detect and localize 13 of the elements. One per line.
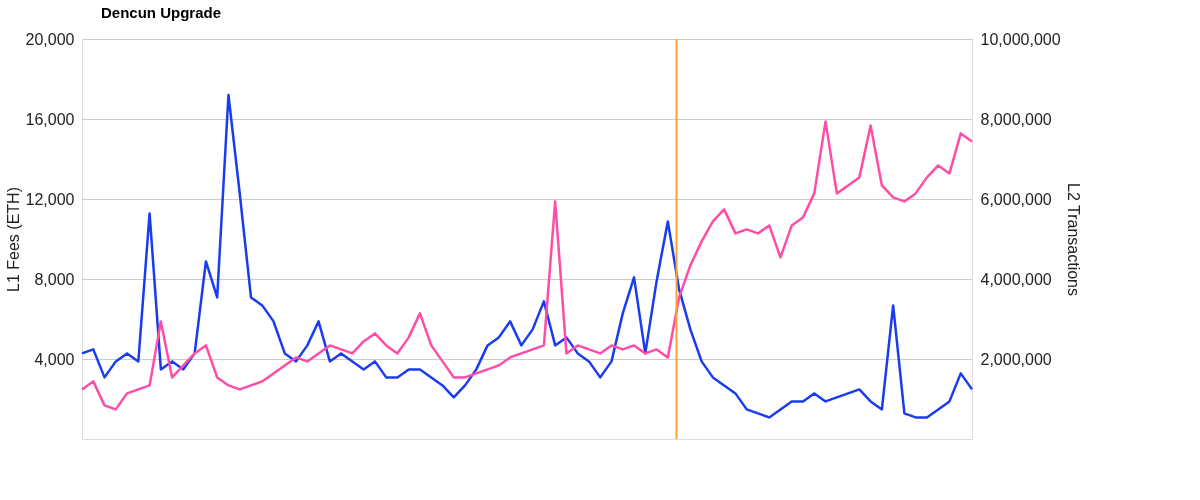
y2-tick-label: 10,000,000: [980, 30, 1061, 48]
y2-tick-label: 8,000,000: [980, 110, 1052, 128]
y-tick-label: 16,000: [25, 110, 75, 128]
y2-tick-label: 2,000,000: [980, 350, 1052, 368]
text: Dencun Upgrade: [101, 3, 222, 21]
y2-tick-label: 6,000,000: [980, 190, 1052, 208]
y-tick-label: 20,000: [25, 30, 75, 48]
y-tick-label: 12,000: [25, 190, 75, 208]
y-axis-title: L1 Fees (ETH): [4, 187, 22, 292]
y2-axis-title: L2 Transactions: [1064, 183, 1082, 296]
y-tick-label: 8,000: [34, 270, 75, 288]
y-tick-label: 4,000: [34, 350, 75, 368]
y2-tick-label: 4,000,000: [980, 270, 1052, 288]
